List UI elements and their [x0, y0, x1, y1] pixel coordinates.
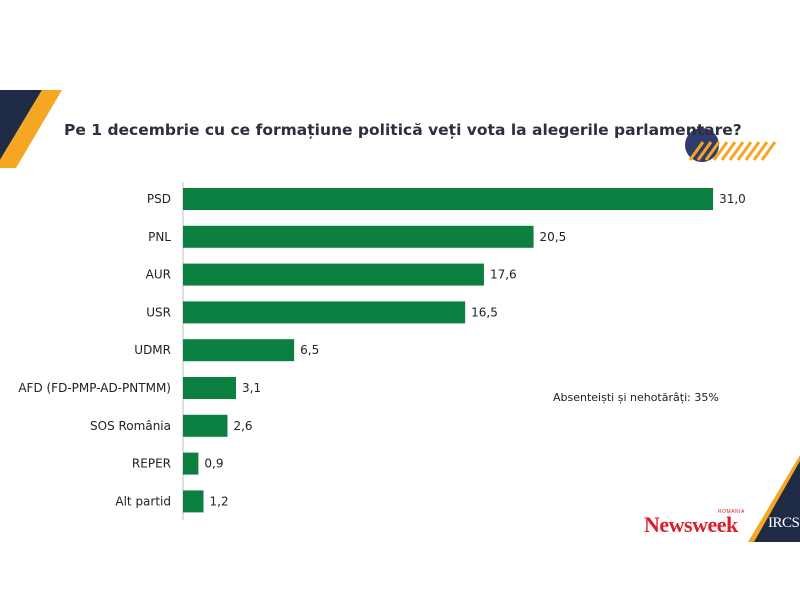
bar-4 [183, 339, 295, 362]
bar-7 [183, 452, 199, 475]
absentee-note: Absenteiști și nehotărâți: 35% [553, 391, 719, 404]
emblem-stripes [688, 141, 777, 161]
value-label-0: 31,0 [719, 192, 746, 206]
value-label-4: 6,5 [300, 343, 319, 357]
bar-8 [183, 490, 204, 513]
bar-5 [183, 377, 237, 399]
newsweek-logo: Newsweek [644, 512, 738, 537]
category-label-1: PNL [148, 230, 171, 244]
value-label-1: 20,5 [540, 230, 567, 244]
category-label-5: AFD (FD-PMP-AD-PNTMM) [18, 381, 171, 395]
value-label-8: 1,2 [210, 494, 229, 508]
category-label-8: Alt partid [115, 494, 171, 508]
value-label-6: 2,6 [233, 419, 252, 433]
newsweek-logo-subtitle: ROMANIA [718, 509, 745, 515]
bar-1 [183, 225, 534, 248]
category-label-3: USR [146, 305, 171, 319]
value-label-3: 16,5 [471, 305, 498, 319]
category-label-6: SOS România [90, 419, 171, 433]
value-label-7: 0,9 [204, 457, 223, 471]
category-label-2: AUR [146, 268, 171, 282]
value-label-5: 3,1 [242, 381, 261, 395]
bar-3 [183, 301, 466, 324]
bar-2 [183, 263, 484, 286]
value-label-2: 17,6 [490, 268, 517, 282]
bar-6 [183, 414, 228, 437]
ircs-logo: IRCS [768, 515, 800, 531]
bar-0 [183, 188, 714, 210]
chart-title: Pe 1 decembrie cu ce formațiune politică… [64, 121, 742, 139]
bottom-right-navy-band [754, 461, 800, 542]
category-label-4: UDMR [134, 343, 171, 357]
category-label-0: PSD [147, 192, 171, 206]
top-left-orange-band [0, 90, 62, 168]
category-label-7: REPER [132, 457, 171, 471]
bars-group: PSD 31,0 PNL 20,5 AUR 17,6 USR 16,5 UDMR 6,5 AFD (… [18, 188, 746, 513]
